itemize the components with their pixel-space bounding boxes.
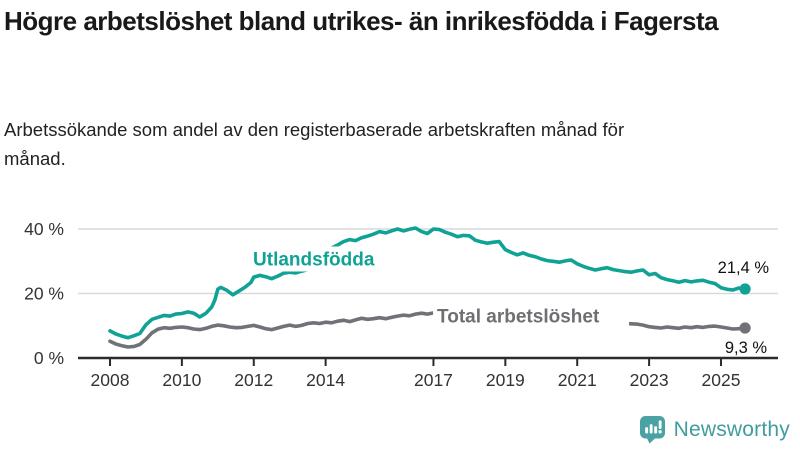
y-axis-label: 40 % xyxy=(24,219,64,239)
newsworthy-logo: Newsworthy xyxy=(639,415,790,444)
chart-subtitle: Arbetssökande som andel av den registerb… xyxy=(4,119,625,169)
x-axis-label: 2021 xyxy=(558,370,597,390)
series-label-utlandsfodda-backing xyxy=(249,246,388,272)
y-axis-label: 0 % xyxy=(34,348,64,368)
end-dot-utlandsfodda xyxy=(739,283,751,295)
end-dot-total xyxy=(739,322,751,334)
line-total xyxy=(108,310,747,349)
series-label-total-backing xyxy=(433,303,630,329)
y-axis-label: 20 % xyxy=(24,284,64,304)
newsworthy-chart-bubble-icon xyxy=(639,416,665,444)
x-axis-label: 2008 xyxy=(91,370,130,390)
line-utlandsfodda xyxy=(108,226,747,340)
x-axis-label: 2012 xyxy=(234,370,273,390)
x-axis-label: 2014 xyxy=(306,370,345,390)
series-label-total: Total arbetslöshet xyxy=(437,307,600,328)
series-label-utlandsfodda: Utlandsfödda xyxy=(253,249,375,270)
x-axis-label: 2010 xyxy=(162,370,201,390)
end-value-total: 9,3 % xyxy=(725,339,768,357)
page-title: Högre arbetslöshet bland utrikes- än inr… xyxy=(4,6,719,36)
end-value-utlandsfodda: 21,4 % xyxy=(718,259,770,277)
x-axis-label: 2019 xyxy=(486,370,525,390)
x-axis-label: 2025 xyxy=(702,370,741,390)
x-axis-label: 2023 xyxy=(630,370,669,390)
x-axis-label: 2017 xyxy=(414,370,453,390)
brand-name: Newsworthy xyxy=(673,417,790,441)
